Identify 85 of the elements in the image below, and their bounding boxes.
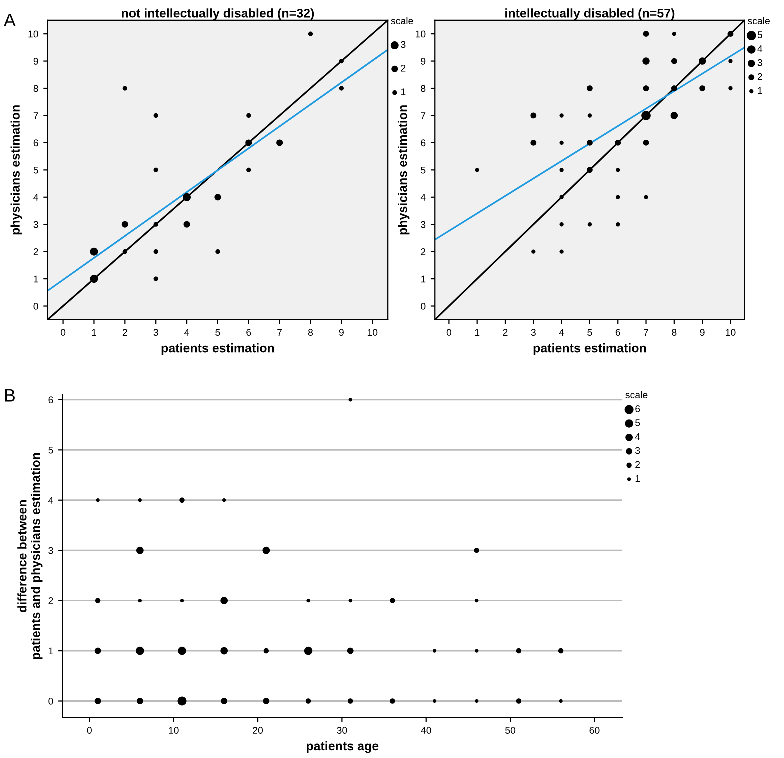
x-tick-label: 8 (308, 329, 314, 336)
y-tick-label: 2 (34, 248, 38, 256)
y-tick-label: 8 (34, 85, 38, 92)
x-tick-label: 2 (122, 329, 128, 336)
legend-label: 1 (636, 475, 640, 482)
x-tick-label: 7 (278, 329, 282, 336)
x-tick-label: 8 (672, 329, 677, 336)
legend-label: 2 (401, 64, 406, 72)
y-tick-label: 3 (34, 221, 38, 228)
legend-label: 2 (758, 73, 762, 80)
x-tick-label: 20 (253, 727, 264, 734)
legend-label: 4 (635, 434, 640, 440)
x-tick-label: 0 (446, 329, 452, 336)
x-tick-label: 2 (503, 329, 508, 336)
y-axis-title: difference between patients and physicians estimation (18, 453, 43, 660)
y-tick-label: 0 (48, 698, 54, 705)
y-tick-label: 7 (421, 112, 426, 120)
y-tick-label: 5 (421, 167, 426, 174)
y-tick-label: 9 (421, 58, 426, 65)
y-tick-label: 1 (421, 276, 426, 283)
y-axis-title: physicians estimation (10, 106, 22, 235)
legend-title: scale (748, 17, 770, 25)
x-tick-label: 6 (246, 329, 252, 336)
x-tick-label: 3 (531, 329, 536, 336)
y-tick-label: 3 (48, 547, 54, 554)
y-tick-label: 6 (421, 140, 426, 147)
x-axis-title: patients estimation (162, 344, 274, 356)
text: A (4, 14, 16, 27)
y-tick-label: 9 (34, 58, 38, 65)
chart-title: not intellectually disabled (n=32) (122, 8, 314, 20)
x-tick-label: 9 (700, 329, 705, 336)
x-tick-label: 10 (169, 727, 179, 734)
legend-label: 5 (758, 32, 762, 38)
y-tick-label: 2 (48, 598, 54, 604)
legend-label: 6 (636, 406, 640, 412)
y-tick-label: 10 (416, 30, 426, 38)
y-tick-label: 7 (34, 112, 38, 120)
x-tick-label: 4 (559, 329, 564, 336)
x-tick-label: 3 (154, 329, 158, 336)
y-tick-label: 3 (421, 221, 426, 228)
x-tick-label: 0 (87, 727, 92, 734)
x-tick-label: 10 (726, 329, 736, 336)
y-tick-label: 4 (420, 194, 426, 201)
x-tick-label: 50 (506, 727, 516, 734)
y-tick-label: 4 (48, 497, 54, 504)
legend-label: 3 (636, 447, 640, 454)
x-axis-title: patients age (306, 741, 379, 754)
x-tick-label: 1 (92, 329, 96, 336)
x-tick-label: 10 (368, 329, 378, 336)
x-tick-label: 4 (184, 329, 190, 336)
chart-title: intellectually disabled (n=57) (506, 8, 675, 20)
y-tick-label: 1 (49, 648, 54, 655)
y-tick-label: 0 (421, 303, 426, 310)
x-tick-label: 0 (60, 329, 66, 336)
y-tick-label: 5 (34, 167, 38, 174)
legend-label: 4 (758, 46, 763, 52)
x-tick-label: 5 (216, 329, 220, 336)
legend-label: 1 (758, 87, 762, 94)
x-tick-label: 7 (644, 329, 648, 336)
legend-label: 5 (636, 420, 640, 426)
legend-title: scale (626, 391, 648, 399)
legend-label: 3 (401, 41, 406, 48)
x-tick-label: 30 (337, 727, 348, 734)
text: B (5, 389, 16, 402)
y-tick-label: 6 (34, 140, 38, 147)
x-axis-title: patients estimation (534, 344, 646, 356)
y-tick-label: 10 (28, 30, 38, 38)
x-tick-label: 5 (588, 329, 592, 336)
legend-label: 2 (636, 461, 640, 468)
y-tick-label: 1 (34, 276, 38, 283)
legend-label: 1 (401, 88, 406, 96)
x-tick-label: 40 (421, 727, 432, 734)
y-tick-label: 2 (421, 248, 426, 256)
legend-label: 3 (758, 59, 762, 66)
y-tick-label: 6 (48, 396, 54, 404)
legend-title: scale (391, 17, 414, 25)
y-tick-label: 4 (34, 194, 39, 201)
y-axis-title: physicians estimation (398, 106, 410, 235)
x-tick-label: 9 (339, 329, 344, 336)
y-tick-label: 5 (48, 446, 54, 454)
x-tick-label: 1 (475, 329, 480, 336)
x-tick-label: 60 (590, 727, 600, 734)
y-tick-label: 0 (34, 303, 38, 310)
x-tick-label: 6 (616, 329, 620, 336)
y-tick-label: 8 (421, 85, 426, 92)
